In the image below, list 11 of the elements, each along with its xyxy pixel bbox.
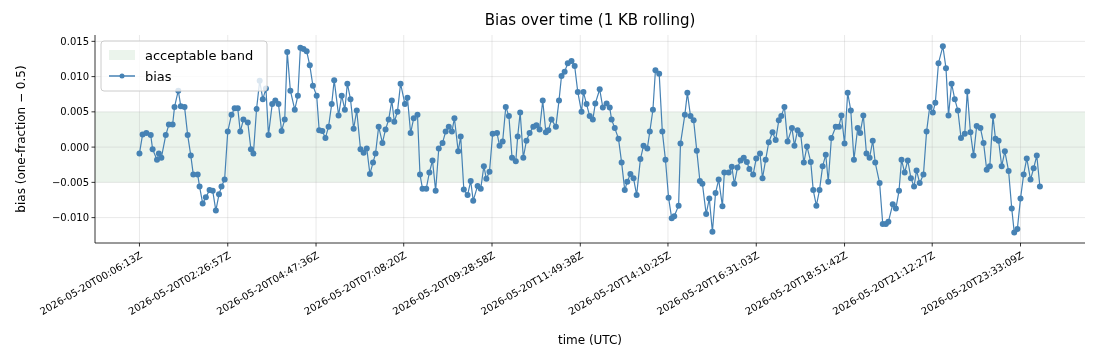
x-axis-title: time (UTC)	[557, 333, 623, 347]
y-tick-label: 0.015	[60, 35, 89, 47]
legend-label: bias	[145, 68, 172, 84]
y-tick-label: 0.010	[60, 71, 89, 83]
y-tick-label: 0.005	[60, 106, 89, 118]
y-tick-label: −0.005	[51, 176, 89, 188]
legend-label: acceptable band	[145, 47, 254, 63]
y-tick-label: 0.000	[60, 141, 89, 153]
chart-title: Bias over time (1 KB rolling)	[484, 11, 696, 29]
y-axis-title: bias (one-fraction − 0.5)	[14, 65, 28, 213]
y-tick-label: −0.010	[51, 212, 89, 224]
